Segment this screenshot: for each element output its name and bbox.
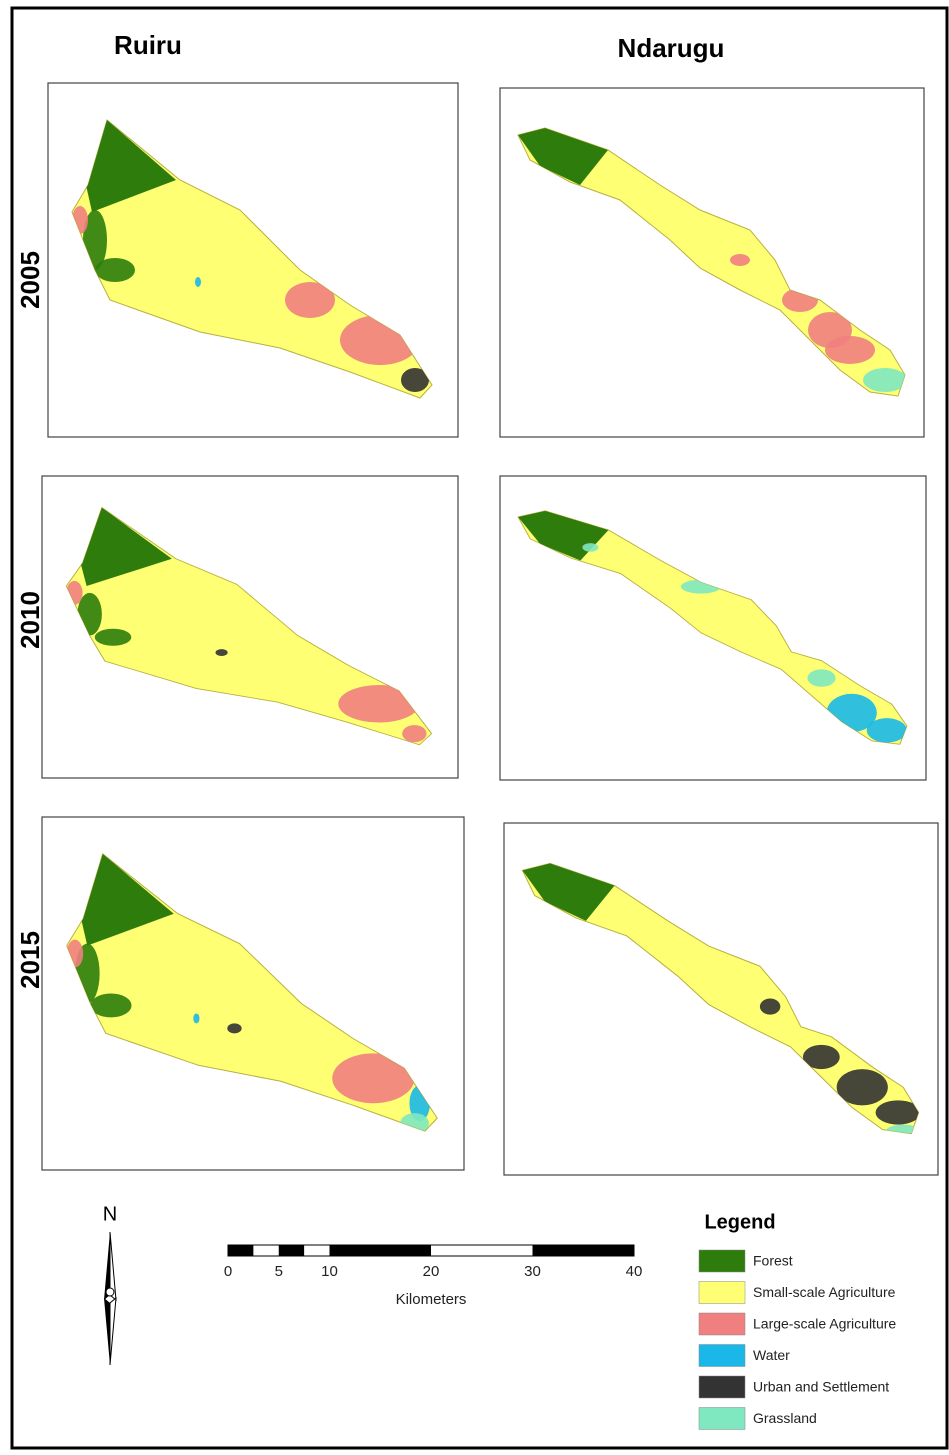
land-cover-patch bbox=[227, 1023, 241, 1033]
north-label: N bbox=[103, 1203, 117, 1225]
scale-unit: Kilometers bbox=[396, 1291, 467, 1308]
row-title: 2010 bbox=[15, 591, 45, 649]
legend-label: Forest bbox=[753, 1253, 793, 1269]
scale-tick-label: 20 bbox=[423, 1263, 440, 1280]
legend-label: Grassland bbox=[753, 1410, 817, 1426]
scale-bar-segment bbox=[330, 1245, 432, 1256]
land-cover-patch bbox=[582, 543, 598, 552]
scale-tick-label: 30 bbox=[524, 1263, 541, 1280]
column-title: Ruiru bbox=[114, 30, 182, 60]
legend-swatch bbox=[699, 1408, 745, 1430]
scale-tick-label: 40 bbox=[626, 1263, 643, 1280]
scale-tick-label: 0 bbox=[224, 1263, 232, 1280]
row-title: 2015 bbox=[15, 931, 45, 989]
legend-label: Water bbox=[753, 1347, 790, 1363]
land-cover-patch bbox=[730, 254, 750, 266]
column-title: Ndarugu bbox=[618, 33, 725, 63]
land-cover-patch bbox=[95, 629, 132, 646]
legend-title: Legend bbox=[704, 1211, 775, 1233]
scale-bar-segment bbox=[533, 1245, 635, 1256]
land-cover-patch bbox=[95, 258, 135, 282]
land-cover-patch bbox=[402, 725, 426, 742]
land-cover-patch bbox=[216, 649, 228, 656]
legend-swatch bbox=[699, 1376, 745, 1398]
scale-bar-segment bbox=[228, 1245, 253, 1256]
figure: Ruiru Ndarugu 2005 2010 2015 N Legend Ki… bbox=[0, 0, 949, 1450]
legend-swatch bbox=[699, 1345, 745, 1367]
legend-label: Urban and Settlement bbox=[753, 1379, 889, 1395]
land-cover-patch bbox=[195, 277, 201, 287]
land-cover-patch bbox=[863, 368, 907, 392]
scale-tick-label: 10 bbox=[321, 1263, 338, 1280]
scale-bar-segment bbox=[279, 1245, 304, 1256]
north-arrow: N bbox=[103, 1203, 117, 1365]
row-title: 2005 bbox=[15, 251, 45, 309]
land-cover-patch bbox=[90, 994, 131, 1018]
land-cover-patch bbox=[760, 998, 780, 1014]
land-cover-patch bbox=[825, 336, 875, 364]
land-cover-patch bbox=[867, 718, 907, 742]
legend-swatch bbox=[699, 1250, 745, 1272]
legend-swatch bbox=[699, 1282, 745, 1304]
legend-swatch bbox=[699, 1313, 745, 1335]
land-cover-patch bbox=[193, 1013, 199, 1023]
legend-label: Small-scale Agriculture bbox=[753, 1284, 896, 1300]
legend-label: Large-scale Agriculture bbox=[753, 1316, 896, 1332]
scale-tick-label: 5 bbox=[275, 1263, 283, 1280]
land-cover-patch bbox=[807, 669, 835, 686]
